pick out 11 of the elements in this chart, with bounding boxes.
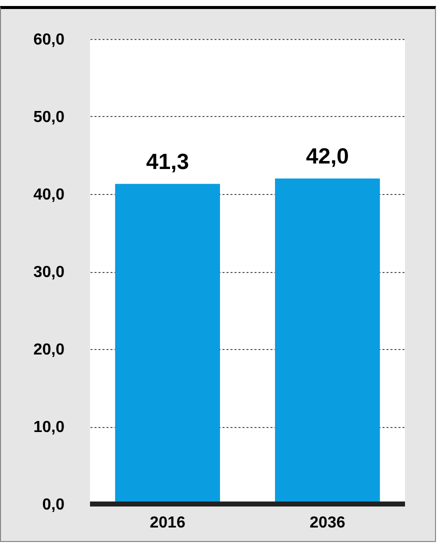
x-tick-label: 2036 bbox=[310, 514, 346, 532]
y-tick-label: 0,0 bbox=[42, 496, 65, 514]
y-tick-label: 10,0 bbox=[33, 419, 65, 436]
y-tick-label: 20,0 bbox=[33, 342, 65, 358]
data-label: 41,3 bbox=[146, 148, 189, 174]
y-tick-label: 30,0 bbox=[33, 264, 65, 281]
data-label: 42,0 bbox=[306, 144, 349, 168]
y-tick-label: 50,0 bbox=[33, 109, 65, 126]
x-tick-label: 2016 bbox=[150, 514, 186, 532]
y-tick-label: 40,0 bbox=[33, 186, 65, 204]
y-tick-label: 60,0 bbox=[33, 32, 65, 48]
